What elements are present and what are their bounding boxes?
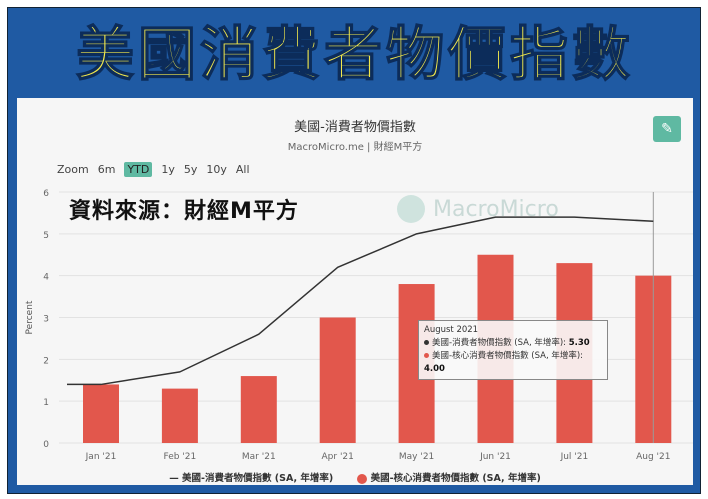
legend-item-core[interactable]: 美國-核心消費者物價指數 (SA, 年增率) (356, 473, 541, 484)
y-axis-label: Percent (25, 300, 35, 334)
bar-dot-icon (424, 353, 429, 358)
headline: 美國消費者物價指數 (75, 19, 634, 89)
tooltip-line1: 美國-消費者物價指數 (SA, 年增率): (432, 338, 569, 348)
zoom-ytd[interactable]: YTD (124, 162, 153, 177)
macromicro-logo-icon (397, 195, 425, 223)
chart-panel: 美國-消費者物價指數 MacroMicro.me | 財經M平方 ✎ Zoom … (17, 98, 693, 485)
legend-item-cpi[interactable]: — 美國-消費者物價指數 (SA, 年增率) (169, 473, 334, 484)
tooltip: August 2021 美國-消費者物價指數 (SA, 年增率): 5.30 美… (418, 320, 608, 380)
bar (240, 376, 277, 443)
legend-label-core: 美國-核心消費者物價指數 (SA, 年增率) (370, 473, 541, 484)
zoom-6m[interactable]: 6m (97, 163, 116, 176)
frame: 美國消費者物價指數 美國-消費者物價指數 MacroMicro.me | 財經M… (7, 7, 701, 494)
tooltip-value2: 4.00 (424, 364, 445, 374)
y-tick-label: 5 (43, 231, 49, 241)
bar (83, 384, 119, 443)
bar (161, 388, 198, 443)
legend-bar-icon (356, 473, 367, 484)
x-tick-label: Jun '21 (479, 452, 511, 462)
zoom-all[interactable]: All (235, 163, 250, 176)
chart-title: 美國-消費者物價指數 (294, 120, 416, 135)
y-tick-label: 3 (43, 315, 49, 325)
source-note: 資料來源：財經M平方 (69, 193, 299, 225)
bar (319, 317, 356, 443)
y-tick-label: 4 (43, 273, 49, 283)
x-tick-label: Aug '21 (636, 452, 670, 462)
plot-area: 0 1 2 3 4 5 6 Percent Jan '21 Feb '21 Mar '21 Apr '… (25, 189, 693, 462)
chart-subtitle: MacroMicro.me | 財經M平方 (287, 142, 423, 153)
zoom-5y[interactable]: 5y (183, 163, 198, 176)
x-tick-label: Jan '21 (85, 452, 117, 462)
zoom-10y[interactable]: 10y (206, 163, 227, 176)
x-tick-label: May '21 (399, 452, 434, 462)
cpi-line (67, 216, 654, 386)
legend-label-cpi: 美國-消費者物價指數 (SA, 年增率) (182, 473, 334, 484)
edit-pencil-icon[interactable]: ✎ (653, 116, 681, 142)
zoom-1y[interactable]: 1y (161, 163, 175, 176)
line-dot-icon (424, 340, 429, 345)
x-tick-label: Mar '21 (242, 452, 276, 462)
y-tick-label: 6 (43, 189, 49, 199)
y-tick-label: 2 (43, 356, 49, 366)
tooltip-title: August 2021 (424, 325, 479, 335)
y-tick-label: 1 (43, 398, 49, 408)
x-tick-label: Feb '21 (164, 452, 197, 462)
zoom-selector: Zoom 6m YTD 1y 5y 10y All (57, 162, 250, 177)
y-tick-label: 0 (43, 440, 49, 450)
zoom-label: Zoom (57, 163, 89, 176)
legend: — 美國-消費者物價指數 (SA, 年增率) 美國-核心消費者物價指數 (SA,… (17, 470, 693, 484)
x-tick-label: Jul '21 (560, 452, 589, 462)
x-tick-label: Apr '21 (322, 452, 354, 462)
tooltip-value1: 5.30 (568, 338, 590, 348)
tooltip-line2: 美國-核心消費者物價指數 (SA, 年增率): (432, 351, 584, 361)
